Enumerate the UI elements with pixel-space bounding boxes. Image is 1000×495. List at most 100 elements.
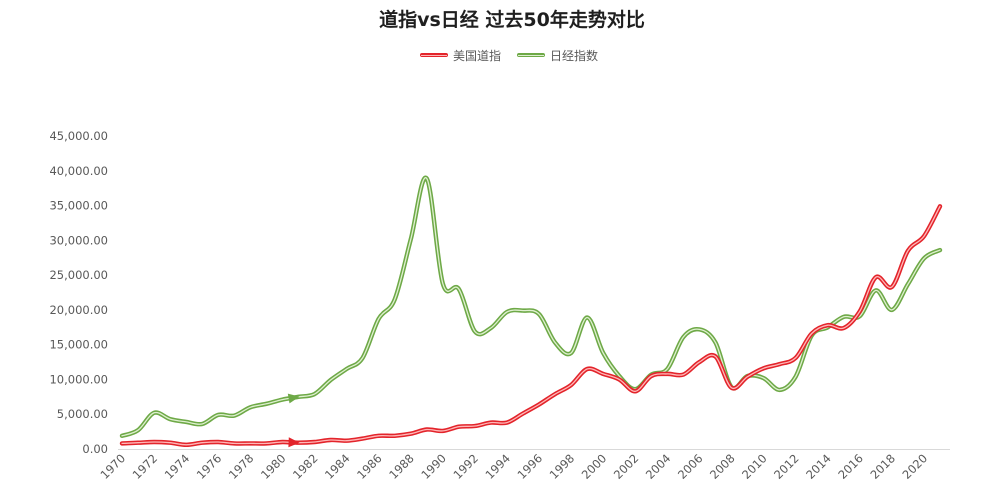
y-tick-label: 15,000.00 — [49, 338, 108, 352]
data-point-dow-1992 — [472, 424, 477, 429]
data-point-dow-1983 — [328, 438, 333, 443]
data-point-dow-2015 — [841, 326, 846, 331]
data-point-dow-2000 — [601, 371, 606, 376]
series-line-nikkei — [119, 175, 943, 438]
data-point-nikkei-2005 — [681, 335, 686, 340]
data-point-dow-1999 — [585, 367, 590, 372]
x-tick-label: 1992 — [450, 451, 481, 482]
y-tick-label: 25,000.00 — [49, 268, 108, 282]
data-point-dow-1980 — [280, 440, 285, 445]
data-point-dow-2005 — [681, 372, 686, 377]
legend-label-dow: 美国道指 — [453, 48, 502, 63]
x-tick-label: 1978 — [226, 451, 257, 482]
data-point-dow-2017 — [873, 275, 878, 280]
x-tick-label: 1984 — [322, 451, 353, 482]
data-point-dow-1989 — [424, 427, 429, 432]
x-tick-label: 2008 — [707, 451, 738, 482]
data-point-nikkei-1980 — [280, 397, 285, 402]
x-tick-label: 1998 — [547, 451, 578, 482]
legend-item-nikkei: 日经指数 — [517, 47, 598, 64]
x-axis: 1970 1972 1974 1976 1978 1980 1982 1984 1986 1988… — [98, 451, 931, 482]
data-point-dow-2011 — [777, 362, 782, 367]
data-point-dow-1979 — [264, 441, 269, 446]
data-point-nikkei-2000 — [601, 351, 606, 356]
data-point-nikkei-1976 — [216, 412, 221, 417]
data-point-nikkei-1988 — [408, 237, 413, 242]
data-point-nikkei-1987 — [392, 297, 397, 302]
plot-area — [119, 175, 943, 448]
data-point-dow-2014 — [825, 323, 830, 328]
data-point-dow-2001 — [617, 377, 622, 382]
data-point-dow-1973 — [168, 440, 173, 445]
x-tick-label: 2014 — [803, 451, 834, 482]
data-point-dow-2004 — [665, 371, 670, 376]
x-tick-label: 1974 — [162, 451, 193, 482]
x-tick-label: 2000 — [579, 451, 610, 482]
data-point-nikkei-1971 — [136, 428, 141, 433]
x-tick-label: 1976 — [194, 451, 225, 482]
data-point-dow-1991 — [456, 424, 461, 429]
data-point-nikkei-1979 — [264, 401, 269, 406]
data-point-nikkei-2015 — [841, 314, 846, 319]
data-point-nikkei-1974 — [184, 419, 189, 424]
data-point-nikkei-1994 — [504, 310, 509, 315]
data-point-nikkei-2011 — [777, 387, 782, 392]
data-point-dow-1995 — [521, 411, 526, 416]
data-point-nikkei-1984 — [344, 367, 349, 372]
data-point-nikkei-2012 — [793, 374, 798, 379]
data-point-dow-2012 — [793, 355, 798, 360]
y-tick-label: 45,000.00 — [49, 129, 108, 143]
data-point-nikkei-2020 — [922, 256, 927, 261]
data-point-nikkei-1998 — [569, 351, 574, 356]
data-point-dow-2002 — [633, 389, 638, 394]
x-tick-label: 1980 — [258, 451, 289, 482]
data-point-dow-1990 — [440, 428, 445, 433]
data-point-nikkei-2007 — [713, 340, 718, 345]
series-dow — [119, 204, 943, 448]
data-point-nikkei-1990 — [440, 281, 445, 286]
data-point-nikkei-1995 — [521, 308, 526, 313]
data-point-dow-1984 — [344, 438, 349, 443]
data-point-dow-1993 — [488, 420, 493, 425]
legend-swatch-nikkei — [517, 53, 546, 57]
data-point-nikkei-2004 — [665, 367, 670, 372]
data-point-dow-2021 — [938, 204, 943, 209]
data-point-dow-2006 — [697, 360, 702, 365]
legend-item-dow: 美国道指 — [420, 47, 501, 64]
x-tick-label: 1996 — [515, 451, 546, 482]
data-point-nikkei-1983 — [328, 378, 333, 383]
x-tick-label: 2012 — [771, 451, 802, 482]
y-tick-label: 10,000.00 — [49, 372, 108, 386]
data-point-dow-1976 — [216, 440, 221, 445]
data-point-dow-2007 — [713, 354, 718, 359]
data-point-dow-1987 — [392, 433, 397, 438]
y-tick-label: 35,000.00 — [49, 199, 108, 213]
x-tick-label: 2016 — [835, 451, 866, 482]
data-point-nikkei-2019 — [905, 282, 910, 287]
data-point-dow-1972 — [152, 440, 157, 445]
y-tick-label: 5,000.00 — [57, 407, 108, 421]
data-point-dow-1982 — [312, 440, 317, 445]
data-point-dow-2003 — [649, 374, 654, 379]
series-arrow-nikkei — [287, 393, 300, 404]
data-point-nikkei-1970 — [120, 433, 125, 438]
data-point-nikkei-1993 — [488, 326, 493, 331]
data-point-dow-2009 — [745, 374, 750, 379]
data-point-nikkei-1978 — [248, 405, 253, 410]
data-point-dow-1996 — [537, 402, 542, 407]
series-line-highlight-nikkei — [121, 177, 941, 437]
y-axis: 0.00 5,000.00 10,000.00 15,000.00 20,000.00 2… — [49, 129, 108, 456]
x-tick-label: 1972 — [130, 451, 161, 482]
x-tick-label: 2002 — [611, 451, 642, 482]
data-point-nikkei-2017 — [873, 288, 878, 293]
data-point-nikkei-1975 — [200, 422, 205, 427]
x-tick-label: 1986 — [354, 451, 385, 482]
legend-swatch-dow — [420, 53, 448, 57]
data-point-dow-1998 — [569, 383, 574, 388]
data-point-dow-2008 — [729, 385, 734, 390]
data-point-nikkei-2010 — [761, 376, 766, 381]
chart-title: 道指vs日经 过去50年走势对比 — [379, 9, 645, 31]
data-point-nikkei-1977 — [232, 413, 237, 418]
x-tick-label: 2006 — [675, 451, 706, 482]
